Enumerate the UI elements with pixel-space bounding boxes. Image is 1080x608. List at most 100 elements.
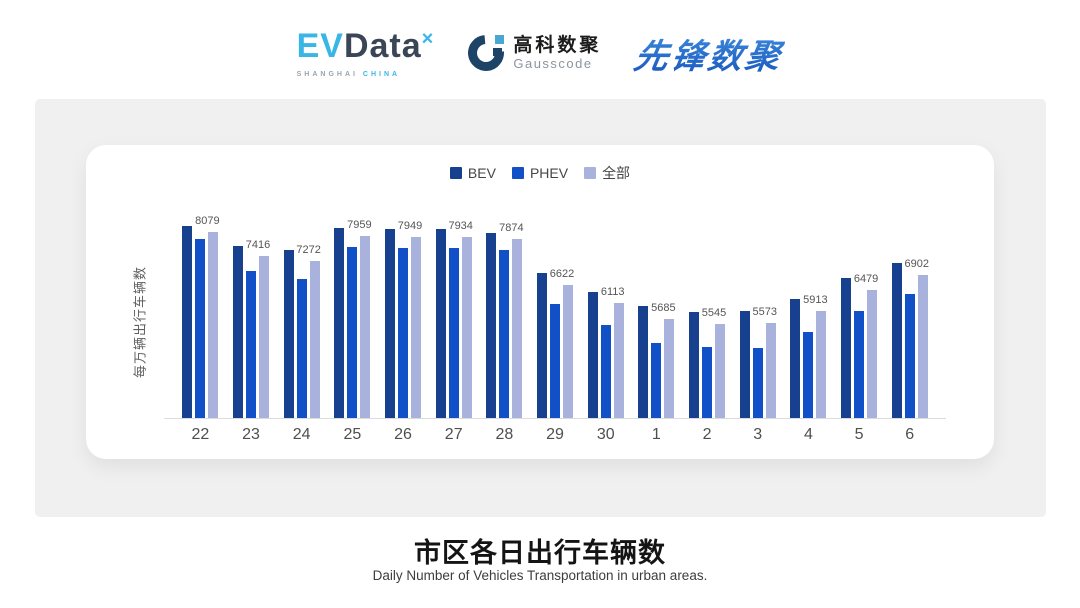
legend-item-phev[interactable]: PHEV [511,163,569,183]
legend-item-bev[interactable]: BEV [449,163,496,183]
bar-全部-day-4 [816,311,827,418]
xianfeng-logo: 先锋数聚 [631,29,788,78]
bar-bev-day-30 [587,292,598,418]
bar-value-label: 5573 [752,306,777,318]
bar-bev-day-24 [283,250,294,418]
gausscode-g-icon [461,27,512,79]
bar-value-label: 6479 [853,273,879,285]
bar-phev-day-29 [550,304,561,418]
bar-plot-area: 8079 7416 7272 7959 7949 7934 7874 6622 6113 5685… [175,215,935,418]
chart-panel: BEV PHEV 全部 每万辆出行车辆数 8079 7416 7272 7959 7949 7… [35,99,1046,517]
bar-value-label: 6113 [600,286,625,298]
bar-phev-day-3 [752,348,763,418]
bar-phev-day-4 [803,332,814,418]
bar-bev-day-1 [638,306,649,418]
bar-全部-day-30 [613,303,624,418]
bar-phev-day-24 [296,279,307,418]
bar-phev-day-6 [904,294,915,418]
evdata-shanghai-text: SHANGHAI [296,70,358,78]
gausscode-text: 高科数聚 Gausscode [513,35,601,71]
bar-bev-day-28 [486,233,497,418]
bar-group-day-4: 5913 [783,218,834,418]
bar-value-label: 5685 [651,302,676,314]
bar-全部-day-5 [867,290,878,418]
bar-bev-day-6 [891,263,902,418]
bar-全部-day-3 [765,323,776,418]
bar-group-day-24: 7272 [276,218,327,418]
x-tick-label-2: 2 [702,426,712,443]
bar-全部-day-26 [411,237,422,418]
header-logos: EVData× SHANGHAI CHINA 高科数聚 Gausscode 先锋… [0,18,1080,88]
x-tick-label-23: 23 [242,426,260,443]
legend-label: BEV [467,165,496,181]
x-tick-label-30: 30 [596,426,615,443]
bar-phev-day-1 [651,343,662,418]
gausscode-en-text: Gausscode [513,56,593,71]
gausscode-cn-text: 高科数聚 [513,35,602,56]
x-axis-labels: 22 23 24 25 26 27 28 29 30 1 2 3 4 5 6 [175,426,935,444]
x-tick-label-27: 27 [444,426,463,443]
evdata-logo: EVData× SHANGHAI CHINA [296,26,435,78]
bar-phev-day-26 [398,248,409,418]
x-tick-label-3: 3 [753,426,763,443]
bar-全部-day-22 [208,232,219,418]
bar-value-label: 7416 [245,239,271,251]
y-axis-title: 每万辆出行车辆数 [132,265,148,379]
x-tick-label-5: 5 [854,426,864,443]
bar-phev-day-2 [702,347,713,418]
evdata-subtext: SHANGHAI CHINA [297,71,400,78]
chart-legend: BEV PHEV 全部 [86,163,994,183]
bar-全部-day-23 [259,256,269,418]
legend-swatch-icon [511,167,524,179]
legend-swatch-icon [449,167,462,179]
bar-phev-day-5 [854,311,865,418]
x-axis-line [164,418,946,419]
bar-value-label: 6622 [549,268,575,280]
x-tick-label-1: 1 [651,426,661,443]
evdata-data-text: Data [343,26,422,65]
gausscode-dot-shape [493,48,503,56]
legend-item-全部[interactable]: 全部 [584,163,630,183]
bar-group-day-30: 6113 [580,218,631,418]
x-tick-label-6: 6 [905,426,915,443]
page-title: 市区各日出行车辆数 [414,538,666,568]
bar-group-day-29: 6622 [530,218,581,418]
bar-bev-day-25 [334,228,345,418]
bar-group-day-28: 7874 [479,218,530,418]
bar-group-day-27: 7934 [428,218,479,418]
evdata-ev-text: EV [296,26,344,65]
bar-phev-day-28 [499,250,510,418]
bar-phev-day-27 [448,248,459,418]
bar-group-day-26: 7949 [378,218,429,418]
gausscode-square-shape [495,35,505,44]
bar-全部-day-29 [563,285,574,418]
x-tick-label-29: 29 [546,426,564,443]
bar-phev-day-30 [600,325,611,418]
bar-group-day-22: 8079 [175,215,226,418]
evdata-x-icon: × [421,27,435,50]
legend-swatch-icon [584,167,597,179]
bar-全部-day-6 [917,275,928,418]
bar-bev-day-22 [182,226,193,418]
bar-bev-day-29 [537,273,548,418]
bar-phev-day-25 [347,247,358,418]
bar-全部-day-24 [309,261,320,418]
bar-bev-day-3 [739,311,750,418]
bar-全部-day-25 [360,236,371,418]
bar-phev-day-23 [246,271,256,418]
page-subtitle: Daily Number of Vehicles Transportation … [372,568,708,583]
bar-phev-day-22 [195,239,206,418]
evdata-china-text: CHINA [362,70,401,78]
bar-全部-day-27 [461,237,472,418]
bar-全部-day-28 [512,239,523,418]
x-tick-label-24: 24 [292,426,311,443]
bar-group-day-2: 5545 [682,218,733,418]
bar-bev-day-5 [841,278,852,418]
gausscode-logo: 高科数聚 Gausscode [461,27,601,79]
bar-value-label: 6902 [904,258,929,270]
x-tick-label-22: 22 [191,426,210,443]
legend-label: PHEV [529,165,569,181]
bar-group-day-6: 6902 [884,218,935,418]
bar-value-label: 7874 [499,222,524,234]
bar-group-day-25: 7959 [327,218,378,418]
